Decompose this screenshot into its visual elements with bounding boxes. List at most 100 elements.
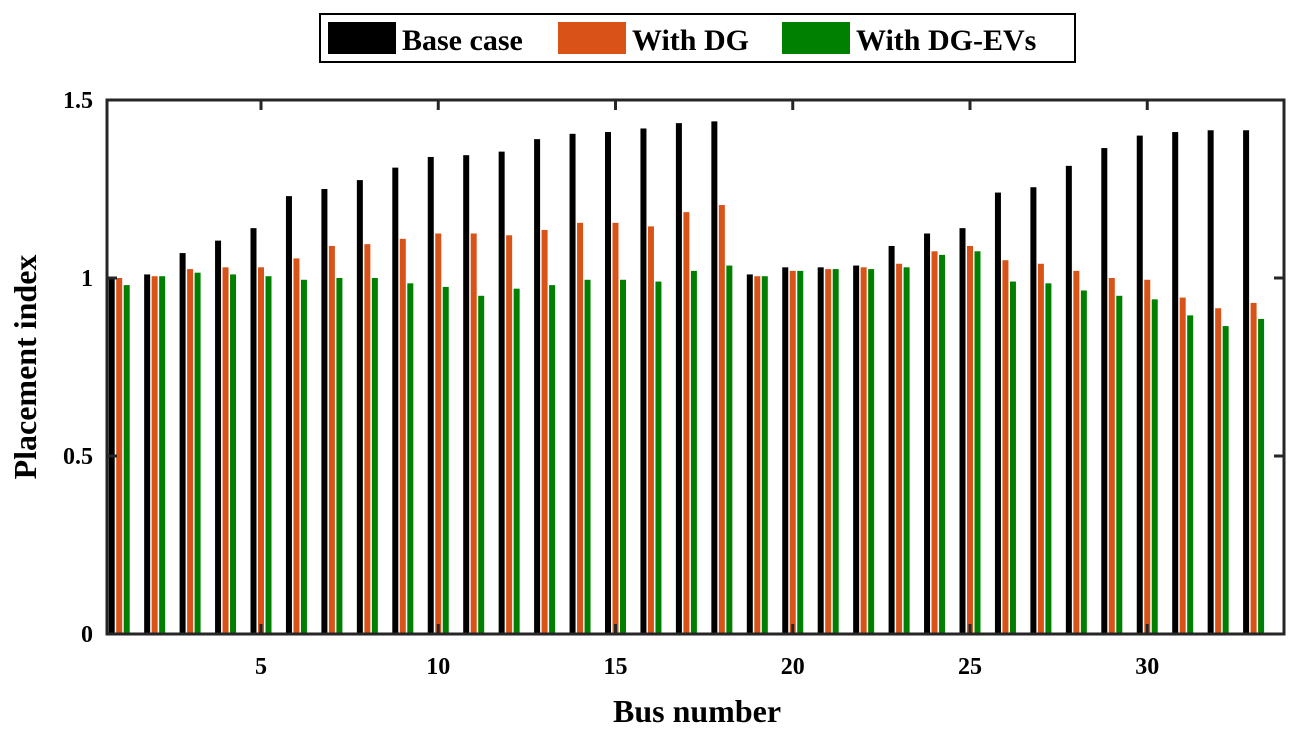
bar-base-case-bus-19 bbox=[746, 274, 753, 634]
bar-with-dg-evs-bus-10 bbox=[442, 286, 449, 634]
legend-label-with-dg-evs: With DG-EVs bbox=[856, 24, 1036, 57]
bar-with-dg-bus-29 bbox=[1108, 278, 1115, 634]
x-tick-label-0: 5 bbox=[255, 654, 267, 680]
bar-with-dg-evs-bus-33 bbox=[1258, 318, 1265, 634]
bar-base-case-bus-17 bbox=[675, 123, 682, 634]
bar-with-dg-bus-20 bbox=[789, 270, 796, 634]
bar-with-dg-bus-19 bbox=[754, 276, 761, 634]
bar-base-case-bus-28 bbox=[1065, 165, 1072, 635]
bar-base-case-bus-25 bbox=[959, 228, 966, 634]
x-tick-label-5: 30 bbox=[1135, 654, 1159, 680]
bar-with-dg-evs-bus-8 bbox=[371, 278, 378, 634]
bar-with-dg-evs-bus-3 bbox=[194, 272, 201, 634]
bar-with-dg-evs-bus-25 bbox=[974, 251, 981, 635]
y-tick-label-3: 1.5 bbox=[63, 88, 93, 114]
bar-with-dg-bus-33 bbox=[1250, 302, 1257, 634]
y-tick-label-1: 0.5 bbox=[63, 444, 93, 470]
bar-with-dg-evs-bus-6 bbox=[300, 279, 307, 634]
bar-with-dg-evs-bus-5 bbox=[265, 276, 272, 634]
bar-base-case-bus-15 bbox=[605, 132, 611, 635]
bar-base-case-bus-33 bbox=[1243, 130, 1250, 634]
bar-base-case-bus-22 bbox=[853, 265, 860, 634]
bar-with-dg-evs-bus-29 bbox=[1116, 295, 1123, 634]
bar-with-dg-bus-8 bbox=[364, 244, 371, 634]
bar-base-case-bus-26 bbox=[994, 192, 1001, 634]
x-tick-label-3: 20 bbox=[781, 654, 805, 680]
bar-with-dg-bus-9 bbox=[399, 238, 406, 634]
bar-with-dg-bus-25 bbox=[967, 245, 973, 634]
bar-with-dg-evs-bus-15 bbox=[620, 279, 626, 634]
bar-with-dg-evs-bus-22 bbox=[868, 269, 875, 634]
bar-with-dg-evs-bus-21 bbox=[832, 269, 839, 634]
bar-base-case-bus-6 bbox=[285, 196, 292, 634]
bar-base-case-bus-27 bbox=[1030, 187, 1037, 634]
bar-with-dg-evs-bus-27 bbox=[1045, 283, 1052, 634]
x-axis-title: Bus number bbox=[613, 693, 781, 729]
bar-with-dg-evs-bus-2 bbox=[159, 276, 166, 634]
bar-with-dg-bus-27 bbox=[1037, 263, 1044, 634]
legend: Base case With DG With DG-EVs bbox=[319, 13, 1076, 63]
bar-with-dg-bus-26 bbox=[1002, 260, 1009, 634]
bar-with-dg-bus-32 bbox=[1215, 308, 1222, 634]
bar-with-dg-bus-3 bbox=[187, 269, 194, 634]
bar-with-dg-evs-bus-26 bbox=[1009, 281, 1016, 634]
bar-base-case-bus-29 bbox=[1101, 148, 1108, 634]
x-tick-label-2: 15 bbox=[604, 654, 628, 680]
y-tick-label-2: 1 bbox=[81, 266, 93, 292]
bar-with-dg-bus-11 bbox=[470, 233, 477, 634]
bar-with-dg-bus-4 bbox=[222, 267, 229, 634]
bar-base-case-bus-4 bbox=[215, 240, 222, 634]
bar-with-dg-bus-21 bbox=[825, 269, 832, 634]
y-tick-label-0: 0 bbox=[81, 622, 93, 648]
bar-base-case-bus-20 bbox=[782, 267, 789, 634]
bar-with-dg-bus-10 bbox=[435, 233, 442, 634]
bar-with-dg-evs-bus-4 bbox=[230, 274, 237, 634]
bar-with-dg-bus-12 bbox=[506, 235, 513, 634]
bar-with-dg-bus-30 bbox=[1144, 279, 1151, 634]
bar-with-dg-evs-bus-17 bbox=[690, 270, 697, 634]
bar-base-case-bus-7 bbox=[321, 189, 328, 634]
x-tick-label-4: 25 bbox=[958, 654, 982, 680]
bar-with-dg-evs-bus-7 bbox=[336, 278, 343, 634]
bar-with-dg-evs-bus-31 bbox=[1187, 315, 1194, 634]
bar-with-dg-evs-bus-30 bbox=[1151, 299, 1158, 634]
bar-base-case-bus-12 bbox=[498, 151, 505, 634]
bar-with-dg-bus-22 bbox=[860, 267, 867, 634]
x-tick-label-1: 10 bbox=[426, 654, 450, 680]
legend-swatch-base-case bbox=[328, 22, 396, 54]
bar-base-case-bus-23 bbox=[888, 245, 895, 634]
bar-base-case-bus-9 bbox=[392, 167, 399, 634]
bar-base-case-bus-31 bbox=[1172, 132, 1179, 635]
bar-with-dg-bus-15 bbox=[612, 222, 619, 634]
bar-base-case-bus-2 bbox=[144, 274, 151, 634]
bar-with-dg-evs-bus-16 bbox=[655, 281, 662, 634]
bar-with-dg-evs-bus-9 bbox=[407, 283, 414, 634]
bar-with-dg-bus-2 bbox=[151, 276, 158, 634]
legend-box bbox=[319, 13, 1076, 63]
bar-with-dg-evs-bus-18 bbox=[726, 265, 733, 634]
bar-base-case-bus-21 bbox=[817, 267, 824, 634]
bar-base-case-bus-3 bbox=[179, 253, 186, 634]
bar-with-dg-evs-bus-24 bbox=[939, 254, 946, 635]
bar-base-case-bus-24 bbox=[924, 233, 931, 634]
bar-base-case-bus-8 bbox=[356, 180, 363, 634]
bar-with-dg-evs-bus-1 bbox=[123, 285, 130, 634]
legend-label-base-case: Base case bbox=[402, 24, 523, 57]
legend-label-with-dg: With DG bbox=[632, 24, 749, 57]
bar-series-group bbox=[108, 121, 1265, 635]
bar-base-case-bus-32 bbox=[1207, 130, 1214, 634]
bar-base-case-bus-14 bbox=[569, 133, 576, 634]
bar-base-case-bus-10 bbox=[427, 156, 434, 634]
bar-with-dg-evs-bus-23 bbox=[903, 267, 910, 634]
bar-base-case-bus-13 bbox=[534, 139, 541, 634]
bar-with-dg-bus-1 bbox=[116, 278, 123, 634]
bar-with-dg-evs-bus-11 bbox=[478, 295, 485, 634]
bar-with-dg-bus-5 bbox=[258, 267, 264, 634]
bar-with-dg-evs-bus-14 bbox=[584, 279, 591, 634]
bar-base-case-bus-5 bbox=[250, 228, 257, 634]
bar-base-case-bus-18 bbox=[711, 121, 718, 635]
bar-with-dg-evs-bus-20 bbox=[797, 270, 804, 634]
bar-with-dg-bus-31 bbox=[1179, 297, 1186, 634]
legend-swatch-with-dg bbox=[558, 22, 626, 54]
bar-with-dg-bus-24 bbox=[931, 251, 938, 635]
